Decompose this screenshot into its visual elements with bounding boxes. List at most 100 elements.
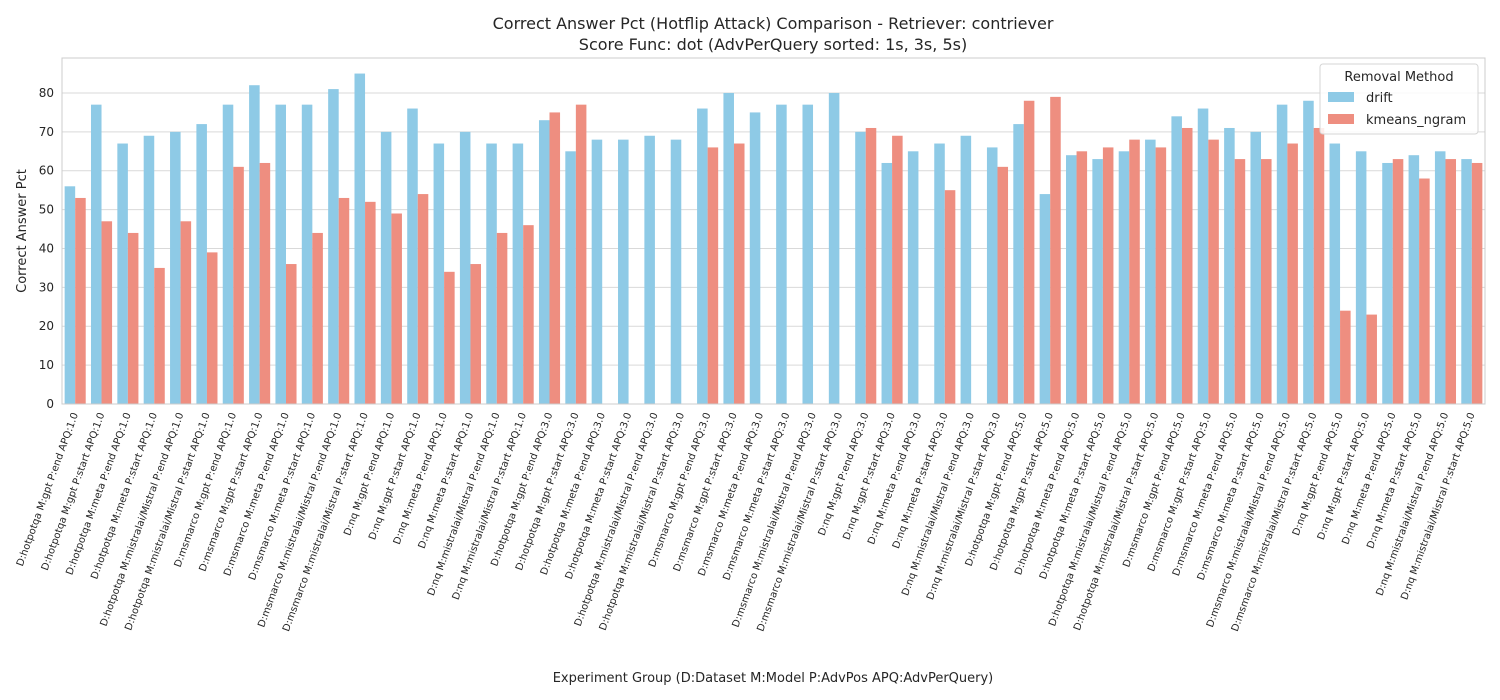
bar-drift [1355, 151, 1367, 404]
bar-kmeans-ngram [1392, 159, 1404, 404]
y-tick-label: 60 [39, 164, 54, 178]
bar-kmeans-ngram [444, 271, 455, 404]
bar-drift [117, 143, 128, 405]
x-tick-label: D:nq M:gpt P:end APQ:5.0 [1291, 411, 1346, 537]
bar-drift [486, 143, 497, 405]
bar-drift [1224, 127, 1235, 404]
bar-drift [222, 104, 234, 405]
bar-kmeans-ngram [1445, 159, 1457, 404]
bar-kmeans-ngram [1023, 100, 1035, 405]
y-tick-label: 30 [39, 280, 54, 294]
bar-drift [855, 131, 866, 404]
bar-kmeans-ngram [1366, 314, 1377, 404]
bar-kmeans-ngram [285, 264, 297, 404]
bar-kmeans-ngram [259, 162, 271, 404]
bar-drift [512, 143, 524, 405]
bar-kmeans-ngram [733, 143, 745, 405]
bar-kmeans-ngram [365, 201, 376, 404]
bar-kmeans-ngram [180, 221, 192, 404]
bar-drift [986, 147, 998, 405]
bar-drift [1013, 124, 1024, 404]
bar-kmeans-ngram [549, 112, 561, 404]
legend-label-kmeans-ngram: kmeans_ngram [1366, 113, 1466, 128]
y-axis-label: Correct Answer Pct [15, 169, 30, 293]
y-tick-label: 70 [39, 125, 54, 139]
bar-kmeans-ngram [496, 232, 508, 404]
legend-title: Removal Method [1344, 70, 1453, 85]
bar-kmeans-ngram [417, 194, 429, 404]
bar-drift [644, 135, 655, 404]
bar-drift [1118, 151, 1130, 404]
bar-kmeans-ngram [75, 197, 86, 404]
bar-drift [1197, 108, 1209, 404]
bar-drift [64, 186, 76, 404]
bar-drift [1092, 159, 1103, 404]
legend-swatch-drift [1328, 92, 1354, 102]
bar-drift [1250, 131, 1262, 404]
y-tick-label: 80 [39, 86, 54, 100]
bar-kmeans-ngram [1313, 127, 1325, 404]
bar-kmeans-ngram [1076, 151, 1088, 404]
x-axis-ticks: D:hotpotqa M:gpt P:end APQ:1.0D:hotpotqa… [15, 411, 1478, 633]
bar-drift [143, 135, 155, 404]
bar-drift [1382, 162, 1393, 404]
bar-drift [1329, 143, 1341, 405]
bar-kmeans-ngram [1155, 147, 1167, 405]
bar-kmeans-ngram [1208, 139, 1219, 404]
bar-kmeans-ngram [206, 252, 218, 404]
bar-drift [1303, 100, 1314, 405]
bar-kmeans-ngram [127, 232, 139, 404]
bar-drift [934, 143, 945, 405]
bar-kmeans-ngram [233, 166, 244, 404]
bars [64, 73, 1483, 405]
legend-box [1319, 63, 1479, 135]
bar-kmeans-ngram [470, 264, 481, 404]
bar-kmeans-ngram [575, 104, 587, 405]
bar-kmeans-ngram [1129, 139, 1140, 404]
bar-drift [328, 89, 339, 404]
legend-swatch-kmeans-ngram [1328, 114, 1354, 124]
bar-kmeans-ngram [1287, 143, 1298, 405]
bar-drift [591, 139, 603, 404]
bar-drift [1434, 151, 1446, 404]
chart-subtitle: Score Func: dot (AdvPerQuery sorted: 1s,… [579, 35, 967, 54]
y-tick-label: 10 [39, 358, 54, 372]
bar-kmeans-ngram [391, 213, 402, 404]
bar-drift [1145, 139, 1156, 404]
bar-drift [1171, 116, 1182, 404]
legend: Removal Method drift kmeans_ngram [1319, 63, 1479, 135]
bar-drift [1461, 159, 1472, 404]
x-tick-label: D:nq M:gpt P:end APQ:3.0 [817, 411, 872, 537]
bar-kmeans-ngram [1050, 96, 1061, 404]
bar-kmeans-ngram [523, 225, 534, 404]
bar-drift [723, 92, 734, 404]
bar-drift [749, 112, 761, 404]
bar-drift [907, 151, 919, 404]
bar-drift [459, 131, 471, 404]
bar-drift [1039, 194, 1051, 404]
bar-drift [1408, 155, 1420, 404]
bar-drift [407, 108, 418, 404]
bar-drift [828, 92, 840, 404]
x-axis-label: Experiment Group (D:Dataset M:Model P:Ad… [553, 671, 994, 686]
legend-label-drift: drift [1366, 91, 1393, 106]
bar-drift [802, 104, 814, 405]
chart-title: Correct Answer Pct (Hotflip Attack) Comp… [493, 14, 1054, 33]
y-tick-label: 0 [46, 397, 54, 411]
bar-drift [354, 73, 366, 404]
bar-drift [380, 131, 392, 404]
bar-kmeans-ngram [1419, 178, 1430, 404]
bar-drift [618, 139, 629, 404]
bar-kmeans-ngram [707, 147, 719, 405]
bar-drift [90, 104, 102, 405]
bar-kmeans-ngram [1234, 159, 1246, 404]
bar-kmeans-ngram [101, 221, 113, 404]
bar-kmeans-ngram [1102, 147, 1114, 405]
bar-drift [433, 143, 445, 405]
bar-drift [881, 162, 893, 404]
bar-drift [196, 124, 207, 404]
bar-drift [249, 85, 260, 404]
bar-drift [960, 135, 972, 404]
bar-drift [565, 151, 576, 404]
